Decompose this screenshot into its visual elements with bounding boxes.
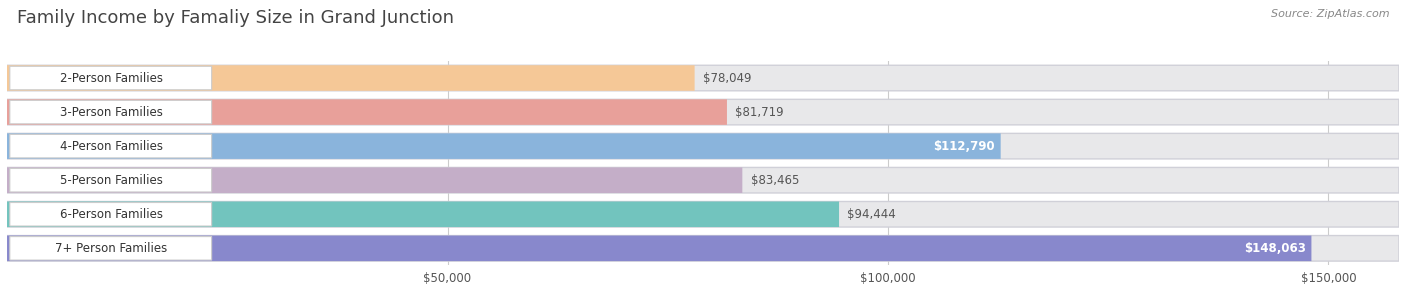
Text: Family Income by Famaliy Size in Grand Junction: Family Income by Famaliy Size in Grand J… <box>17 9 454 27</box>
Text: $78,049: $78,049 <box>703 72 751 84</box>
Text: $94,444: $94,444 <box>848 208 896 221</box>
Text: 6-Person Families: 6-Person Families <box>60 208 163 221</box>
Text: $83,465: $83,465 <box>751 174 799 187</box>
FancyBboxPatch shape <box>10 168 212 192</box>
FancyBboxPatch shape <box>7 133 1399 159</box>
Text: $81,719: $81,719 <box>735 106 785 119</box>
Text: 2-Person Families: 2-Person Families <box>60 72 163 84</box>
Text: 7+ Person Families: 7+ Person Families <box>55 242 167 255</box>
FancyBboxPatch shape <box>7 235 1399 261</box>
FancyBboxPatch shape <box>7 133 1001 159</box>
FancyBboxPatch shape <box>7 167 1399 193</box>
FancyBboxPatch shape <box>10 237 212 260</box>
FancyBboxPatch shape <box>7 202 1399 227</box>
Text: 5-Person Families: 5-Person Families <box>60 174 163 187</box>
Text: $148,063: $148,063 <box>1244 242 1306 255</box>
FancyBboxPatch shape <box>7 65 1399 91</box>
FancyBboxPatch shape <box>7 99 1399 125</box>
Text: Source: ZipAtlas.com: Source: ZipAtlas.com <box>1271 9 1389 19</box>
FancyBboxPatch shape <box>7 99 727 125</box>
Text: 3-Person Families: 3-Person Families <box>60 106 163 119</box>
FancyBboxPatch shape <box>10 203 212 226</box>
FancyBboxPatch shape <box>10 66 212 90</box>
FancyBboxPatch shape <box>7 65 695 91</box>
FancyBboxPatch shape <box>7 235 1312 261</box>
Text: 4-Person Families: 4-Person Families <box>60 140 163 152</box>
FancyBboxPatch shape <box>10 100 212 124</box>
FancyBboxPatch shape <box>7 167 742 193</box>
FancyBboxPatch shape <box>7 202 839 227</box>
FancyBboxPatch shape <box>10 135 212 158</box>
Text: $112,790: $112,790 <box>934 140 995 152</box>
